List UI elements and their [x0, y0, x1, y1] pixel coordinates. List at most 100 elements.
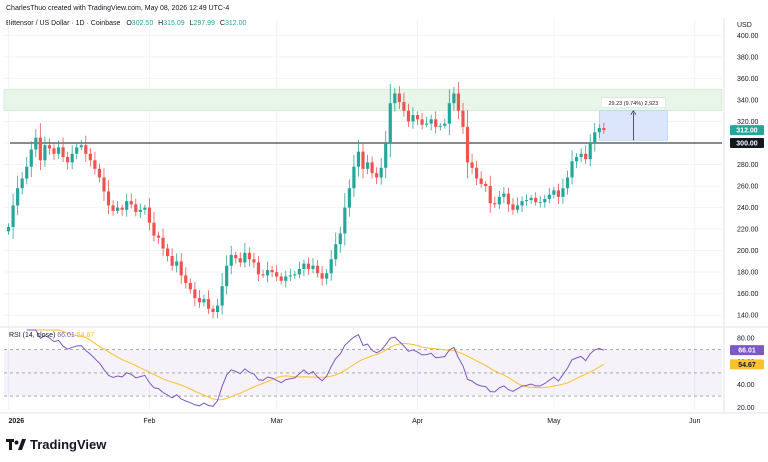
candle-body	[475, 167, 479, 179]
candle	[502, 187, 506, 204]
candle	[447, 89, 451, 136]
candle-body	[11, 205, 15, 227]
candle-body	[243, 252, 247, 263]
candle	[425, 116, 429, 128]
candle	[111, 200, 115, 216]
candle	[411, 107, 415, 129]
candle-body	[347, 188, 351, 208]
candle-body	[370, 162, 374, 174]
candle	[438, 123, 442, 131]
time-tick-label: Mar	[271, 418, 284, 425]
candle-body	[447, 103, 451, 124]
candle	[497, 190, 501, 209]
candle-body	[515, 205, 520, 210]
candle-body	[120, 207, 124, 210]
candle	[143, 204, 147, 215]
candle	[334, 232, 338, 266]
rsi-tick-label: 20.00	[737, 405, 755, 412]
candle	[120, 204, 124, 216]
hline-price-text: 300.00	[736, 141, 758, 148]
rsi-legend: RSI (14, close) 66.01 54.67	[9, 332, 94, 339]
candle	[525, 194, 529, 206]
candle-body	[188, 282, 192, 290]
candle-body	[88, 153, 92, 161]
rsi-legend-title: RSI (14, close)	[9, 332, 57, 339]
candle	[475, 160, 479, 185]
candle-body	[211, 308, 215, 313]
candle	[511, 198, 515, 215]
candle	[188, 278, 192, 294]
candle	[93, 151, 97, 175]
candle	[543, 194, 547, 208]
candle-body	[584, 153, 588, 160]
candle-body	[534, 197, 538, 203]
usd-axis-label: USD	[737, 22, 752, 29]
candle	[256, 256, 261, 282]
rsi-tick-label: 80.00	[737, 336, 755, 343]
candle-body	[97, 168, 102, 178]
candle-body	[297, 268, 301, 275]
candle	[20, 171, 24, 195]
candle-body	[456, 93, 461, 111]
candle	[156, 231, 161, 244]
candle-body	[561, 188, 565, 197]
candle-body	[220, 286, 224, 306]
candle	[520, 196, 524, 213]
candle	[84, 135, 88, 162]
candle	[306, 257, 311, 275]
rsi-legend-value: 66.01	[57, 332, 76, 339]
candle-body	[306, 263, 311, 269]
time-tick-label: May	[547, 418, 561, 425]
candle	[538, 195, 542, 208]
candle-body	[129, 201, 133, 205]
candle	[16, 175, 20, 215]
candle-body	[79, 145, 83, 148]
candle	[529, 195, 533, 204]
candle	[238, 252, 242, 268]
candle-body	[470, 162, 474, 168]
rsi-ma-legend-value: 54.67	[77, 332, 95, 339]
candle-body	[334, 244, 338, 260]
candle-body	[20, 178, 24, 189]
candle-body	[284, 276, 288, 281]
candle-body	[116, 207, 120, 211]
candle-body	[352, 166, 356, 189]
symbol-title[interactable]: Bittensor / US Dollar · 1D · Coinbase	[6, 20, 121, 27]
candle-body	[93, 160, 97, 169]
candle-body	[547, 194, 551, 199]
candle	[38, 123, 42, 171]
last-price-badge	[730, 125, 764, 136]
candle	[184, 267, 188, 289]
candle	[129, 193, 133, 209]
candle-body	[238, 258, 242, 263]
rsi-ma-badge	[730, 359, 764, 370]
price-tick-label: 340.00	[737, 97, 759, 104]
candle	[415, 111, 420, 125]
candle-body	[25, 166, 29, 179]
price-tick-label: 220.00	[737, 227, 759, 234]
candle	[297, 261, 301, 279]
candle-body	[502, 193, 506, 197]
candle	[343, 193, 347, 246]
candle	[379, 157, 383, 185]
candle-body	[538, 202, 542, 204]
candle	[202, 294, 206, 307]
candle-body	[261, 274, 265, 276]
candle-body	[593, 132, 597, 144]
candle-body	[488, 186, 492, 204]
candle	[161, 228, 165, 257]
candle-body	[234, 254, 238, 259]
tradingview-logo-icon	[6, 438, 26, 450]
candle	[293, 270, 297, 279]
candle	[106, 180, 111, 214]
candle-body	[361, 151, 365, 169]
candle-body	[66, 157, 70, 163]
candle-body	[170, 256, 174, 266]
candle	[561, 178, 565, 204]
candle-body	[265, 270, 270, 276]
candle	[329, 250, 333, 281]
candle	[75, 142, 79, 159]
candle-body	[597, 127, 601, 133]
